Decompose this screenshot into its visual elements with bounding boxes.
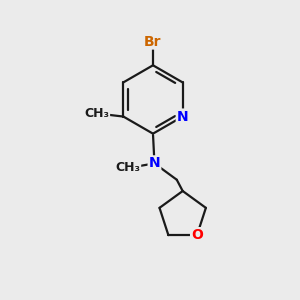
Text: CH₃: CH₃ — [115, 161, 140, 174]
Text: N: N — [148, 156, 160, 170]
Text: Br: Br — [144, 34, 162, 49]
Text: CH₃: CH₃ — [84, 107, 109, 120]
Text: N: N — [177, 110, 188, 124]
Text: O: O — [191, 228, 203, 242]
